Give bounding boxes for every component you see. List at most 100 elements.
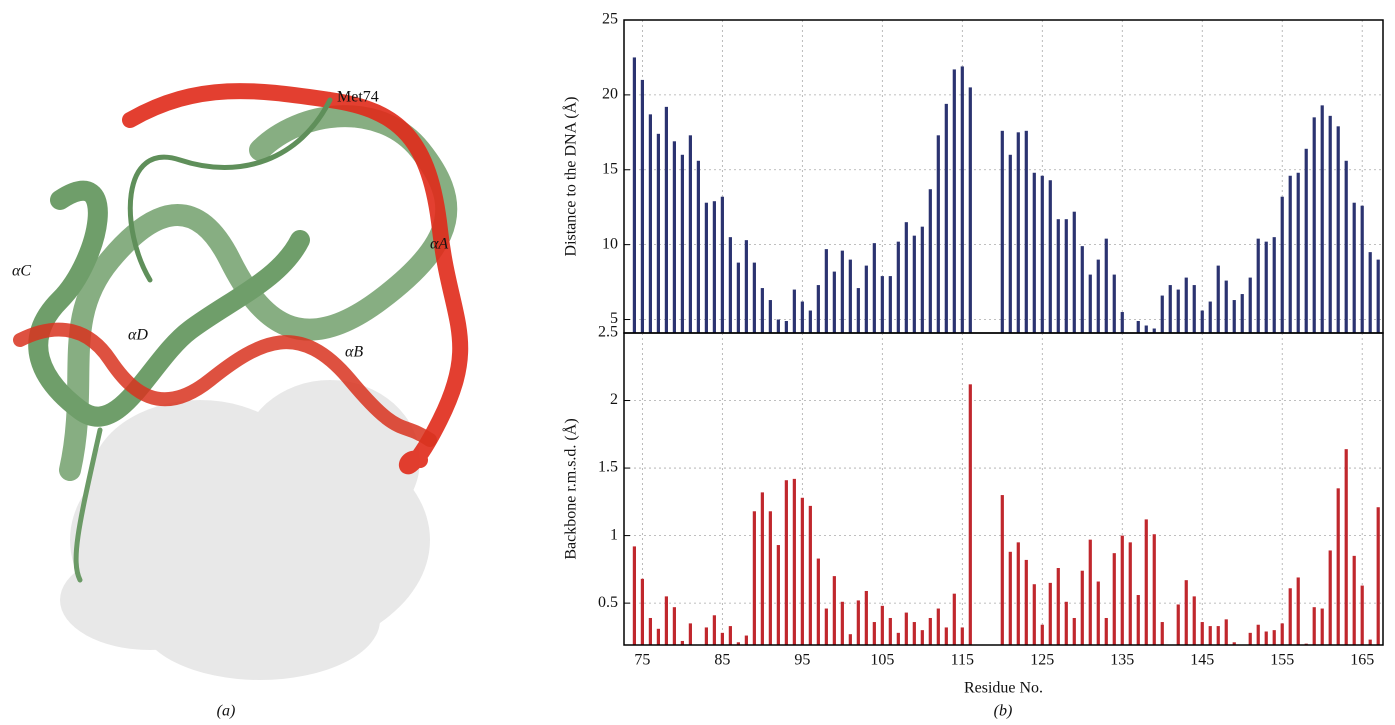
bar	[865, 591, 868, 645]
bar	[1089, 540, 1092, 645]
bar	[953, 594, 956, 645]
bar	[833, 272, 836, 333]
bar	[841, 251, 844, 333]
y-tick-label: 0.5	[598, 594, 618, 611]
bar	[761, 492, 764, 645]
bar	[1209, 302, 1212, 333]
bar	[1073, 618, 1076, 645]
bar	[1337, 488, 1340, 645]
bar	[865, 266, 868, 333]
protein-structure	[20, 91, 460, 680]
bar	[1049, 180, 1052, 333]
bar	[1281, 623, 1284, 645]
bar	[793, 290, 796, 333]
bar	[1025, 131, 1028, 333]
bar	[849, 634, 852, 645]
bar	[1121, 536, 1124, 645]
structure-label: αA	[430, 236, 448, 253]
bar	[1185, 278, 1188, 333]
bar	[1081, 571, 1084, 645]
x-tick-label: 75	[634, 652, 650, 669]
bar	[817, 285, 820, 333]
bar	[809, 311, 812, 333]
bar	[761, 288, 764, 333]
bar	[1177, 290, 1180, 333]
x-tick-label: 135	[1110, 652, 1134, 669]
bar	[961, 627, 964, 645]
bar	[1257, 625, 1260, 645]
bar	[1137, 321, 1140, 333]
bar	[889, 618, 892, 645]
bar	[777, 545, 780, 645]
bar	[753, 511, 756, 645]
bar	[1097, 260, 1100, 333]
bar	[1345, 449, 1348, 645]
figure: Met74 αA αB αC αD (a) (b) 510152025Dista…	[0, 0, 1395, 725]
bar	[1073, 212, 1076, 333]
bar	[1249, 278, 1252, 333]
bar	[1361, 586, 1364, 645]
bar	[801, 498, 804, 645]
bar	[1289, 588, 1292, 645]
bar	[1193, 285, 1196, 333]
bar	[673, 141, 676, 333]
bar	[1377, 260, 1380, 333]
bar	[649, 618, 652, 645]
bar	[689, 135, 692, 333]
y-tick-label: 15	[602, 160, 618, 177]
bar	[1057, 219, 1060, 333]
bar	[657, 629, 660, 645]
bar	[721, 633, 724, 645]
bar	[1185, 580, 1188, 645]
bar	[1025, 560, 1028, 645]
bar	[1001, 495, 1004, 645]
bar	[1017, 132, 1020, 333]
bar	[641, 80, 644, 333]
bar	[729, 626, 732, 645]
bar	[1105, 618, 1108, 645]
bar	[881, 606, 884, 645]
bar	[1273, 630, 1276, 645]
bar	[1225, 619, 1228, 645]
bar	[1049, 583, 1052, 645]
bar	[1353, 203, 1356, 333]
bar	[1009, 155, 1012, 333]
bar	[913, 622, 916, 645]
y-axis-label: Distance to the DNA (Å)	[562, 97, 580, 257]
bar	[1265, 242, 1268, 333]
bar	[809, 506, 812, 645]
bar	[1065, 219, 1068, 333]
bar	[1033, 173, 1036, 333]
y-tick-label: 2.5	[598, 324, 618, 341]
bar	[969, 384, 972, 645]
bar	[825, 609, 828, 645]
bar	[721, 197, 724, 333]
bar	[1009, 552, 1012, 645]
panel-caption: (a)	[217, 703, 236, 720]
bar	[945, 627, 948, 645]
bar	[1217, 266, 1220, 333]
bar	[897, 242, 900, 333]
bar	[657, 134, 660, 333]
bar	[1001, 131, 1004, 333]
bar	[1033, 584, 1036, 645]
bar	[889, 276, 892, 333]
bar	[1089, 275, 1092, 333]
bar	[913, 236, 916, 333]
bar	[953, 69, 956, 333]
bar	[665, 107, 668, 333]
bar	[1161, 296, 1164, 333]
bar	[1137, 595, 1140, 645]
bar	[937, 609, 940, 645]
bar	[769, 300, 772, 333]
bar	[1265, 631, 1268, 645]
bar	[1161, 622, 1164, 645]
bar	[1041, 625, 1044, 645]
bar	[713, 201, 716, 333]
bar	[705, 203, 708, 333]
bar	[1113, 553, 1116, 645]
bar	[1313, 117, 1316, 333]
bar	[881, 276, 884, 333]
x-tick-label: 85	[714, 652, 730, 669]
bar	[697, 161, 700, 333]
